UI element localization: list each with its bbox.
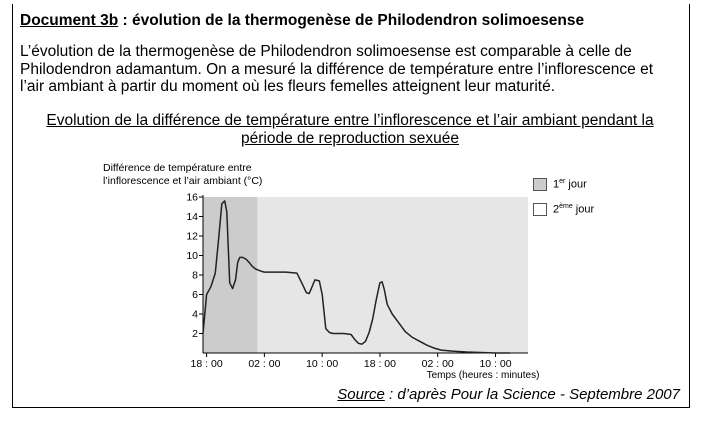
source-label: Source [337, 386, 385, 403]
y-tick-label: 6 [192, 289, 198, 301]
legend-swatch-day2 [533, 203, 547, 216]
legend-label-text: jour [572, 203, 595, 216]
x-axis-label: Temps (heures : minutes) [427, 370, 540, 381]
document-title-text: : évolution de la thermogenèse de Philod… [118, 12, 585, 29]
chart-title-line: période de reproduction sexuée [240, 130, 459, 147]
x-tick-label: 02 : 00 [422, 358, 454, 370]
x-tick-label: 10 : 00 [479, 358, 511, 370]
document-frame [12, 4, 690, 408]
document-title: Document 3b : évolution de la thermogenè… [20, 12, 584, 30]
legend-swatch-day1 [533, 178, 547, 191]
intro-paragraph: L’évolution de la thermogenèse de Philod… [20, 43, 680, 96]
legend-item-day1: 1er jour [533, 178, 587, 191]
legend-label-sup: ème [559, 203, 573, 211]
legend-label: 2ème jour [553, 203, 594, 216]
legend-item-day2: 2ème jour [533, 203, 594, 216]
x-tick-label: 18 : 00 [364, 358, 396, 370]
source-citation: Source : d’après Pour la Science - Septe… [337, 386, 680, 403]
x-tick-label: 18 : 00 [191, 358, 223, 370]
legend-label-number: 1 [553, 178, 560, 191]
series-line [202, 200, 510, 354]
legend-label-number: 2 [553, 203, 560, 216]
x-tick-label: 10 : 00 [306, 358, 338, 370]
y-tick-label: 12 [186, 231, 198, 243]
y-tick-label: 16 [186, 192, 198, 204]
y-tick-label: 4 [192, 309, 198, 321]
y-tick-label: 14 [186, 211, 198, 223]
y-axis-label-line: Différence de température entre [103, 162, 252, 174]
legend-label: 1er jour [553, 178, 587, 191]
document-label: Document 3b [20, 12, 119, 29]
y-axis-label-line: l’inflorescence et l’air ambiant (°C) [103, 175, 263, 187]
x-tick-label: 02 : 00 [248, 358, 280, 370]
chart-title-line: Evolution de la différence de températur… [46, 112, 654, 129]
y-tick-label: 2 [192, 328, 198, 340]
y-tick-label: 8 [192, 270, 198, 282]
paragraph-line: l’air ambiant à partir du moment où les … [20, 78, 555, 95]
paragraph-line: L’évolution de la thermogenèse de Philod… [20, 43, 632, 60]
legend-label-text: jour [565, 178, 587, 191]
paragraph-line: Philodendron adamantum. On a mesuré la d… [20, 60, 653, 78]
legend-label-sup: er [559, 178, 566, 186]
y-tick-label: 10 [186, 250, 198, 262]
y-axis-label: Différence de température entre l’inflor… [103, 162, 262, 188]
source-text: : d’après Pour la Science - Septembre 20… [384, 386, 680, 403]
chart-title: Evolution de la différence de températur… [20, 112, 680, 148]
